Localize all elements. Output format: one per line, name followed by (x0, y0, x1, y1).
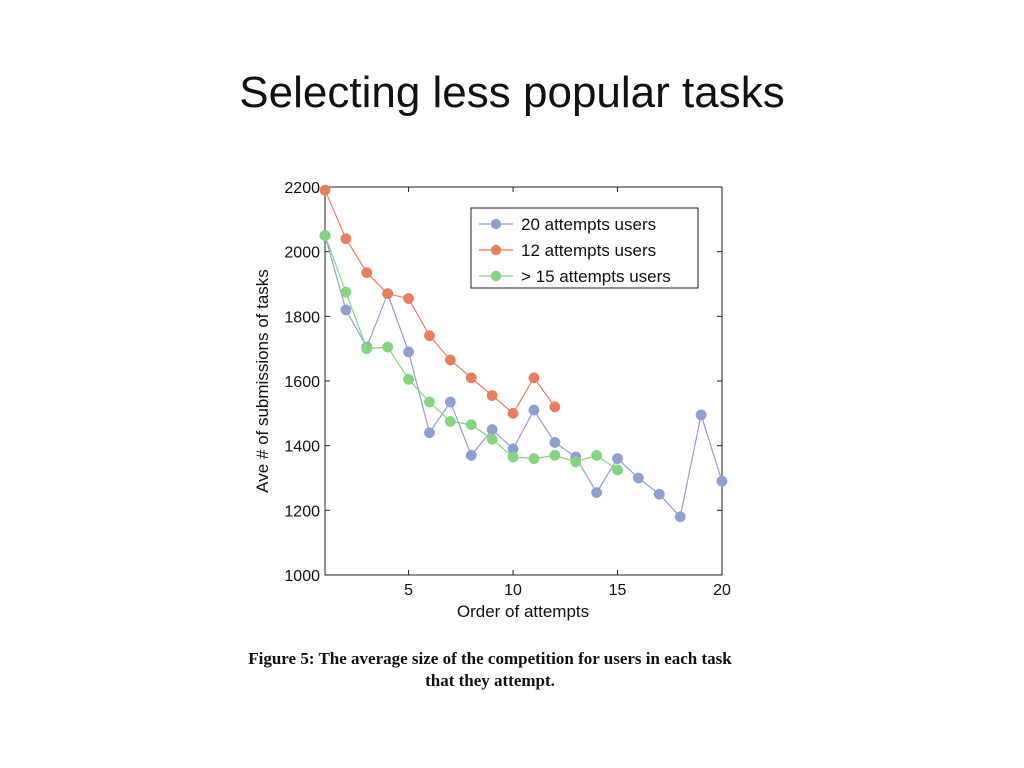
data-point (424, 396, 435, 408)
data-point (465, 449, 477, 461)
series-line (324, 189, 556, 415)
data-point (403, 346, 415, 358)
data-point (591, 449, 603, 461)
data-point (612, 453, 623, 465)
data-point (465, 419, 477, 431)
y-tick-label: 1400 (284, 439, 320, 456)
data-point (591, 487, 603, 498)
caption-line-2: that they attempt. (425, 671, 555, 690)
data-point (424, 330, 435, 342)
data-point (507, 407, 519, 419)
series-layer (319, 184, 728, 523)
y-axis-label: Ave # of submissions of tasks (253, 269, 272, 493)
data-point (549, 401, 561, 413)
data-point (716, 475, 728, 487)
data-point (403, 373, 415, 385)
legend-entry: 20 attempts users (521, 215, 656, 234)
data-point (444, 415, 456, 427)
data-point (340, 304, 352, 316)
data-point (382, 288, 394, 300)
legend-entry: > 15 attempts users (521, 267, 671, 286)
legend-swatch-marker (490, 244, 502, 256)
series-3 (319, 230, 623, 476)
y-tick-label: 1600 (284, 374, 320, 391)
data-point (486, 390, 498, 401)
data-point (382, 341, 394, 353)
data-point (528, 453, 540, 465)
data-point (528, 404, 540, 416)
data-point (486, 424, 498, 435)
data-point (674, 511, 686, 523)
data-point (549, 449, 561, 461)
data-point (361, 343, 373, 355)
data-point (653, 488, 665, 500)
caption-line-1: Figure 5: The average size of the compet… (248, 649, 732, 668)
data-point (507, 451, 519, 463)
x-tick-label: 20 (713, 582, 731, 599)
data-point (319, 230, 331, 241)
data-point (486, 433, 498, 445)
x-tick-label: 15 (609, 582, 627, 599)
data-point (570, 456, 582, 468)
data-point (319, 184, 331, 196)
legend-entry: 12 attempts users (521, 241, 656, 260)
legend: 20 attempts users 12 attempts users > 15 a… (470, 207, 699, 289)
data-point (444, 396, 456, 408)
legend-swatch-marker (490, 218, 502, 230)
data-point (612, 464, 623, 476)
data-point (361, 267, 373, 279)
data-point (549, 436, 561, 448)
data-point (528, 372, 540, 384)
x-tick-label: 10 (504, 582, 522, 599)
data-point (695, 409, 707, 421)
figure-caption: Figure 5: The average size of the compet… (170, 648, 810, 692)
legend-swatch-marker (490, 270, 502, 282)
y-tick-label: 1200 (284, 503, 320, 520)
y-tick-label: 1000 (284, 568, 320, 585)
data-point (424, 427, 435, 439)
data-point (465, 372, 477, 384)
data-point (444, 354, 456, 366)
x-tick-label: 5 (404, 582, 413, 599)
data-point (340, 286, 352, 298)
series-2 (319, 184, 561, 419)
y-tick-label: 2200 (284, 180, 320, 197)
axis-ticks: 1000 1200 1400 1600 1800 2000 2200 5 10 15 20 (284, 180, 731, 599)
slide-title: Selecting less popular tasks (239, 68, 785, 117)
data-point (340, 233, 352, 245)
data-point (632, 472, 644, 484)
x-axis-label: Order of attempts (457, 602, 589, 621)
y-tick-label: 1800 (284, 309, 320, 326)
y-tick-label: 2000 (284, 245, 320, 262)
data-point (403, 293, 415, 304)
legend-box (470, 207, 699, 289)
